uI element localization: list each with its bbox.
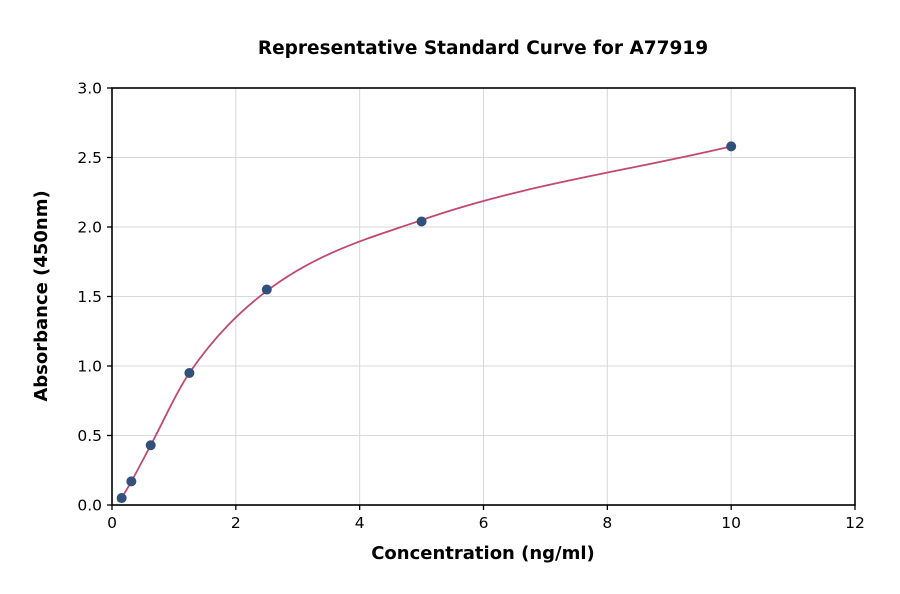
x-tick-label: 6 <box>479 514 489 532</box>
x-tick-label: 10 <box>721 514 741 532</box>
data-point <box>726 141 737 152</box>
grid-layer <box>111 87 856 506</box>
x-tick-label: 8 <box>602 514 612 532</box>
data-points-layer <box>116 141 737 504</box>
data-point <box>145 440 156 451</box>
y-axis-label: Absorbance (450nm) <box>31 190 52 401</box>
y-tick-label: 1.0 <box>77 358 102 376</box>
x-tick-label: 4 <box>355 514 365 532</box>
y-tick-label: 3.0 <box>77 80 102 98</box>
chart-title: Representative Standard Curve for A77919 <box>258 38 708 59</box>
tick-labels-layer: 0 2 4 6 8 10 12 0.0 0.5 1.0 1.5 2.0 2.5 3.0 <box>77 80 865 533</box>
y-tick-label: 1.5 <box>77 288 102 306</box>
fit-curve-layer <box>117 145 733 502</box>
y-tick-label: 2.5 <box>77 149 102 167</box>
data-point <box>126 476 137 487</box>
x-tick-label: 0 <box>107 514 117 532</box>
data-point <box>261 284 272 295</box>
y-tick-label: 2.0 <box>77 219 102 237</box>
fit-curve <box>117 145 733 502</box>
x-tick-label: 12 <box>845 514 865 532</box>
axes-layer <box>107 87 856 510</box>
data-point <box>184 367 195 378</box>
data-point <box>416 216 427 227</box>
y-tick-label: 0.0 <box>77 497 102 515</box>
x-tick-label: 2 <box>231 514 241 532</box>
y-tick-label: 0.5 <box>77 427 102 445</box>
data-point <box>116 493 127 504</box>
x-axis-label: Concentration (ng/ml) <box>371 543 595 564</box>
